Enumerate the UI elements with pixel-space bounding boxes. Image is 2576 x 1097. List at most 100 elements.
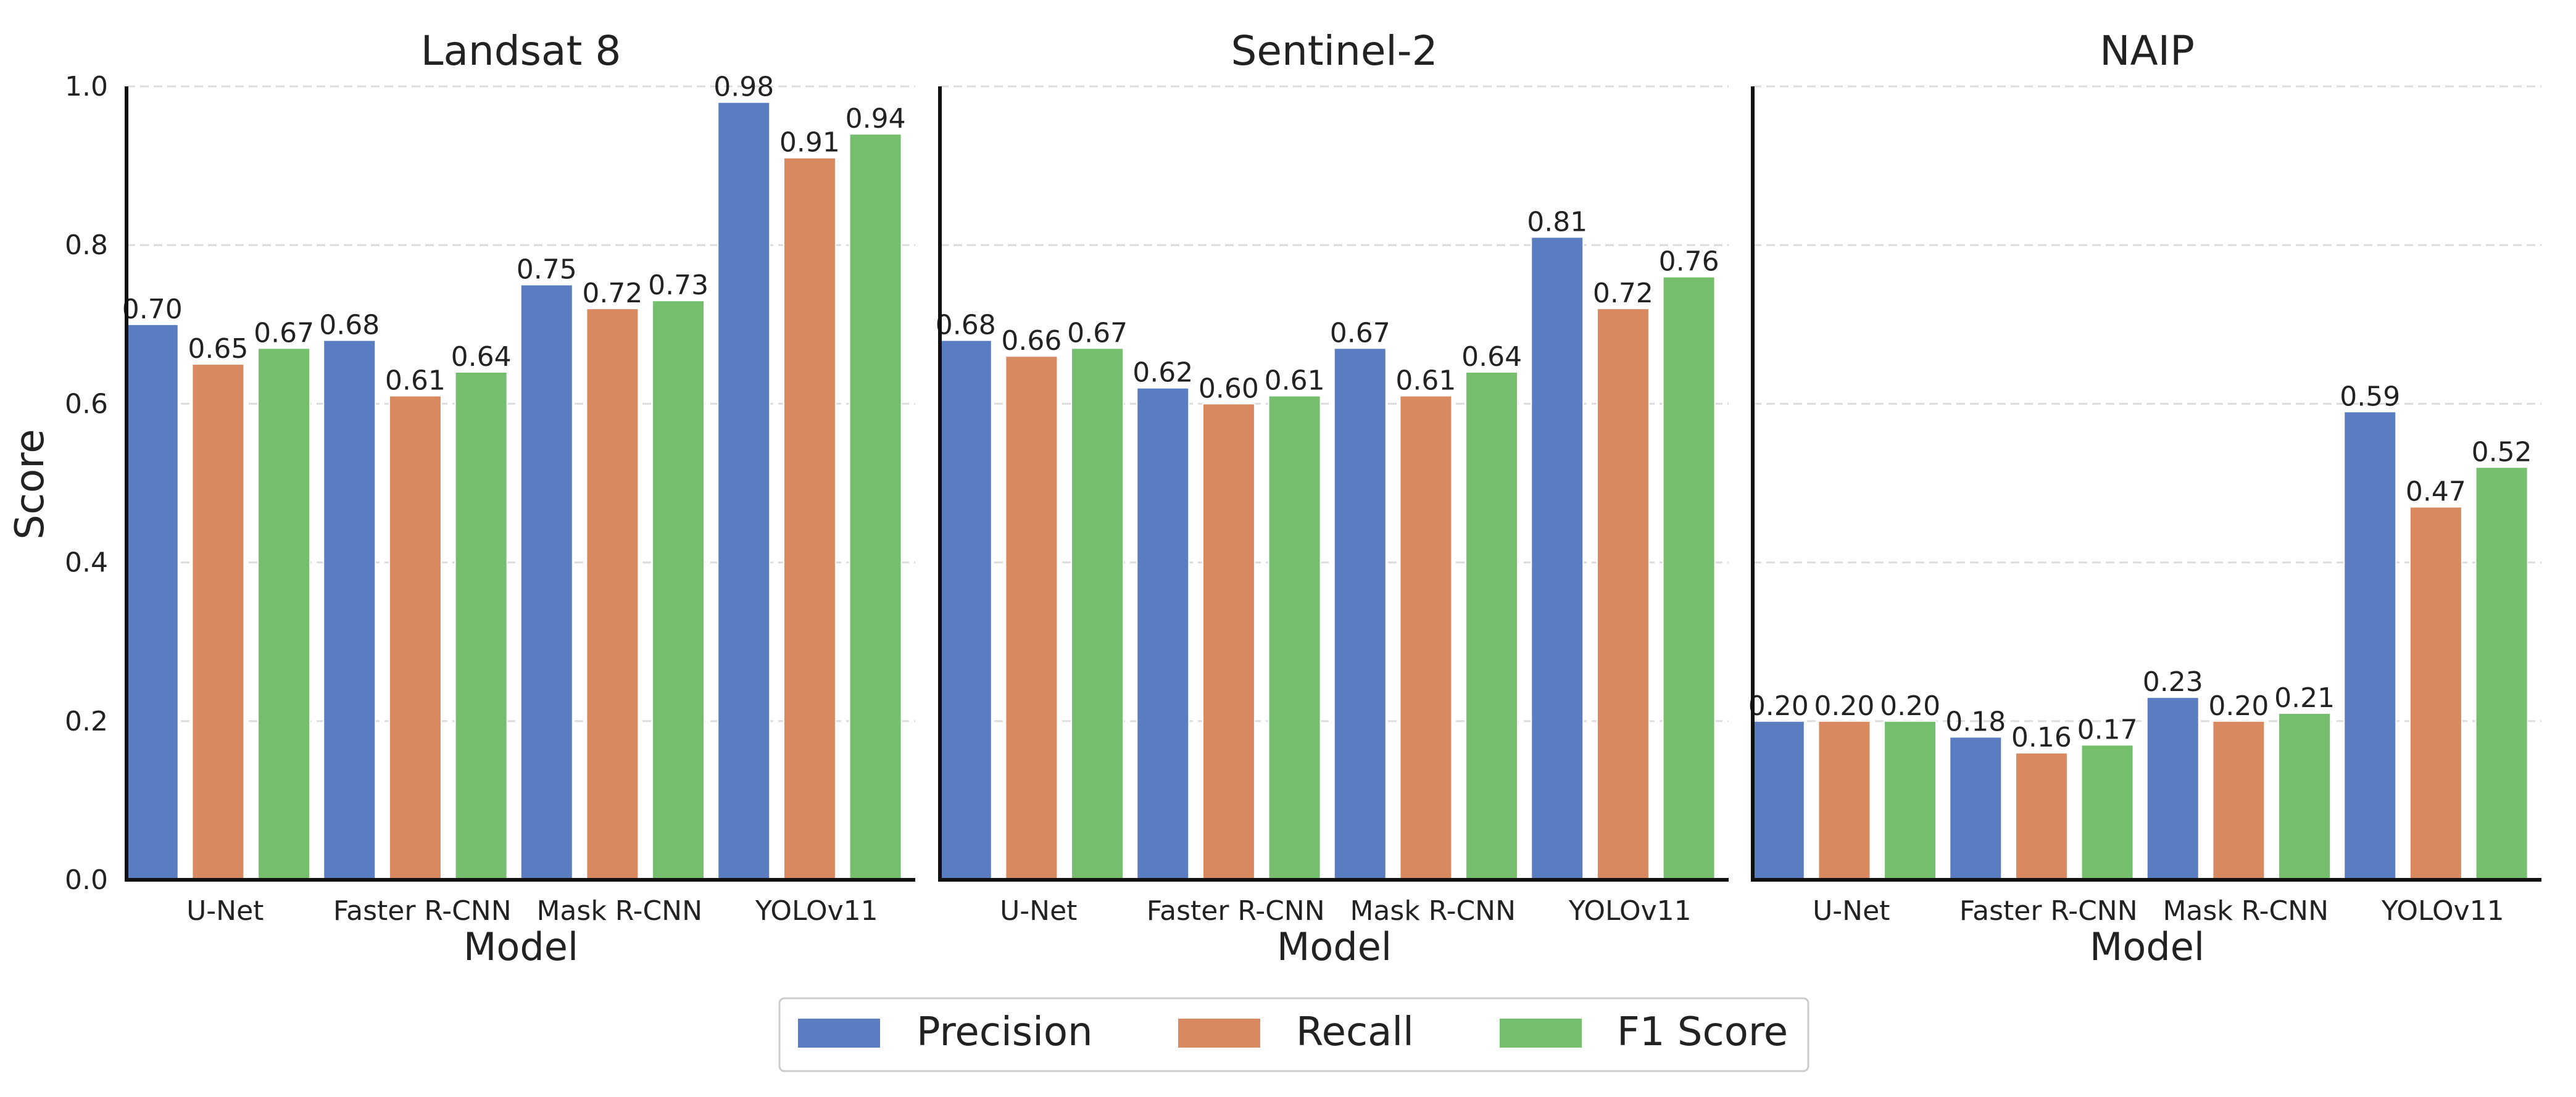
bar-precision-u-net <box>125 323 179 880</box>
x-tick-label-yolov11: YOLOv11 <box>2381 895 2504 927</box>
legend-label-recall: Recall <box>1296 1009 1414 1055</box>
value-label-f1-score-faster-r-cnn: 0.64 <box>451 341 512 373</box>
panel-landsat-8: 0.70 0.68 0.75 0.98 0.65 0.61 0.72 0.91 0.67 0.64… <box>65 27 915 969</box>
value-label-f1-score-yolov11: 0.52 <box>2472 436 2532 468</box>
bar-precision-mask-r-cnn <box>520 284 573 880</box>
value-label-f1-score-yolov11: 0.76 <box>1659 246 1719 278</box>
legend-swatch-f1-score <box>1500 1019 1582 1048</box>
panel-naip: 0.200.180.230.590.200.160.200.470.200.17… <box>1748 27 2541 969</box>
legend-label-precision: Precision <box>916 1009 1093 1055</box>
value-label-precision-yolov11: 0.81 <box>1527 206 1587 238</box>
bar-f1-score-yolov11 <box>2475 466 2528 880</box>
value-label-precision-faster-r-cnn: 0.18 <box>1945 706 2006 738</box>
y-tick-label: 0.0 <box>65 864 108 896</box>
value-label-recall-yolov11: 0.91 <box>779 127 840 159</box>
bar-f1-score-mask-r-cnn <box>1465 371 1519 880</box>
bar-f1-score-u-net <box>257 347 311 880</box>
bar-precision-mask-r-cnn <box>1333 347 1387 880</box>
value-label-f1-score-u-net: 0.67 <box>1067 317 1128 349</box>
bar-recall-u-net <box>191 363 245 880</box>
y-tick-label: 0.4 <box>65 547 108 579</box>
value-label-precision-yolov11: 0.59 <box>2340 381 2400 412</box>
panel-title: Sentinel-2 <box>1231 27 1437 75</box>
value-label-recall-mask-r-cnn: 0.61 <box>1395 365 1456 397</box>
panel-title: Landsat 8 <box>421 27 621 75</box>
bar-precision-yolov11 <box>1531 236 1584 881</box>
value-label-f1-score-mask-r-cnn: 0.73 <box>648 270 708 301</box>
x-tick-label-mask-r-cnn: Mask R-CNN <box>536 895 702 927</box>
panel-sentinel-2: 0.680.620.670.810.660.60 0.610.720.670.61… <box>936 27 1729 969</box>
legend-swatch-precision <box>798 1019 880 1048</box>
x-axis-label: Model <box>2090 924 2204 969</box>
bar-recall-yolov11 <box>2409 506 2462 880</box>
bar-precision-faster-r-cnn <box>323 339 376 880</box>
bar-f1-score-yolov11 <box>1662 276 1716 880</box>
x-axis-label: Model <box>1277 924 1392 969</box>
value-label-f1-score-u-net: 0.20 <box>1880 690 1940 722</box>
bar-f1-score-faster-r-cnn <box>2080 744 2134 880</box>
x-tick-label-u-net: U-Net <box>186 895 264 927</box>
value-label-recall-mask-r-cnn: 0.72 <box>582 278 642 309</box>
y-tick-label: 0.8 <box>65 230 108 261</box>
bar-f1-score-mask-r-cnn <box>2278 712 2332 880</box>
bar-recall-yolov11 <box>1596 308 1650 880</box>
bar-precision-faster-r-cnn <box>1136 387 1190 880</box>
value-label-precision-u-net: 0.20 <box>1748 690 1809 722</box>
bar-recall-faster-r-cnn <box>2014 752 2068 880</box>
value-label-recall-u-net: 0.65 <box>188 333 248 365</box>
value-label-recall-u-net: 0.66 <box>1001 325 1062 357</box>
x-tick-label-yolov11: YOLOv11 <box>755 895 878 927</box>
y-tick-label: 0.6 <box>65 388 108 420</box>
y-tick-label: 0.2 <box>65 706 108 737</box>
value-label-f1-score-faster-r-cnn: 0.17 <box>2077 714 2138 745</box>
value-label-recall-faster-r-cnn: 0.16 <box>2011 722 2072 753</box>
x-tick-label-faster-r-cnn: Faster R-CNN <box>1147 895 1325 927</box>
x-tick-label-faster-r-cnn: Faster R-CNN <box>333 895 512 927</box>
x-tick-label-mask-r-cnn: Mask R-CNN <box>2163 895 2329 927</box>
bar-f1-score-mask-r-cnn <box>652 300 705 881</box>
bar-recall-u-net <box>1005 355 1058 880</box>
bar-recall-mask-r-cnn <box>586 308 639 880</box>
y-axis-label: Score <box>7 429 53 539</box>
bar-recall-mask-r-cnn <box>1399 395 1453 880</box>
bar-precision-faster-r-cnn <box>1949 736 2003 881</box>
x-tick-label-faster-r-cnn: Faster R-CNN <box>1959 895 2138 927</box>
bar-recall-faster-r-cnn <box>1202 403 1255 880</box>
value-label-f1-score-u-net: 0.67 <box>254 317 314 349</box>
value-label-precision-u-net: 0.70 <box>122 294 183 325</box>
value-label-precision-mask-r-cnn: 0.75 <box>517 254 577 286</box>
bar-recall-faster-r-cnn <box>388 395 442 880</box>
legend-box <box>778 997 1809 1072</box>
value-label-recall-yolov11: 0.72 <box>1593 278 1653 309</box>
bar-f1-score-faster-r-cnn <box>454 371 508 880</box>
bar-f1-score-u-net <box>1884 720 1937 881</box>
value-label-recall-mask-r-cnn: 0.20 <box>2208 690 2269 722</box>
value-label-f1-score-yolov11: 0.94 <box>846 103 906 135</box>
x-tick-label-yolov11: YOLOv11 <box>1568 895 1692 927</box>
x-axis-label: Model <box>463 924 578 969</box>
value-label-f1-score-faster-r-cnn: 0.61 <box>1265 365 1325 397</box>
y-tick-label: 1.0 <box>65 71 108 102</box>
bar-precision-mask-r-cnn <box>2146 697 2200 880</box>
bar-precision-u-net <box>1751 720 1805 881</box>
legend-swatch-recall <box>1178 1019 1260 1048</box>
bar-recall-yolov11 <box>783 157 836 881</box>
value-label-recall-faster-r-cnn: 0.60 <box>1199 373 1259 404</box>
value-label-f1-score-mask-r-cnn: 0.64 <box>1461 341 1522 373</box>
value-label-precision-mask-r-cnn: 0.67 <box>1330 317 1390 349</box>
value-label-precision-faster-r-cnn: 0.68 <box>319 310 380 341</box>
legend-label-f1-score: F1 Score <box>1617 1009 1788 1055</box>
bar-f1-score-u-net <box>1071 347 1124 880</box>
value-label-precision-mask-r-cnn: 0.23 <box>2143 666 2203 698</box>
x-tick-label-u-net: U-Net <box>1813 895 1890 927</box>
value-label-recall-u-net: 0.20 <box>1814 690 1874 722</box>
bar-precision-yolov11 <box>717 101 771 881</box>
value-label-recall-yolov11: 0.47 <box>2406 476 2466 508</box>
value-label-precision-u-net: 0.68 <box>936 310 996 341</box>
x-tick-label-u-net: U-Net <box>1000 895 1077 927</box>
bar-precision-yolov11 <box>2343 411 2397 880</box>
value-label-recall-faster-r-cnn: 0.61 <box>385 365 446 397</box>
bar-f1-score-yolov11 <box>849 133 902 880</box>
